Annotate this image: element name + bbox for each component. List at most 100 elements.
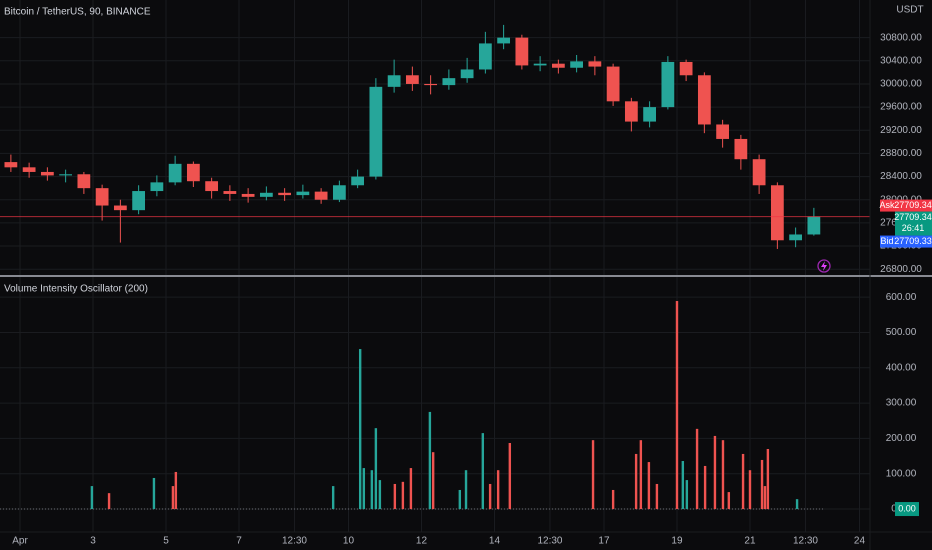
oscillator-bar: [681, 461, 685, 510]
y-tick-label: 400.00: [886, 362, 917, 373]
candle-body: [478, 43, 492, 70]
bid-tag: [880, 235, 932, 248]
candle-body: [460, 69, 474, 79]
x-tick-label: 12: [416, 536, 428, 547]
candle-body: [643, 107, 657, 122]
x-tick-label: 12:30: [282, 536, 307, 547]
y-tick-label: 26800.00: [880, 264, 922, 275]
last-price-tag: [895, 211, 932, 236]
oscillator-bar: [370, 470, 374, 510]
candle-body: [241, 193, 255, 197]
candle-body: [661, 61, 675, 108]
x-tick-label: 10: [343, 536, 355, 547]
oscillator-bar: [685, 480, 689, 510]
y-tick-label: 200.00: [886, 433, 917, 444]
y-tick-label: 500.00: [886, 327, 917, 338]
y-tick-label: 600.00: [886, 292, 917, 303]
oscillator-bar: [639, 440, 643, 510]
oscillator-bar: [107, 493, 111, 510]
labels: Bitcoin / TetherUS, 90, BINANCE USDT Vol…: [4, 5, 932, 547]
alert-icon[interactable]: [817, 259, 831, 273]
price-unit: USDT: [896, 5, 923, 16]
y-tick-label: 28400.00: [880, 171, 922, 182]
oscillator-bar: [331, 486, 335, 510]
y-tick-label: 100.00: [886, 468, 917, 479]
candle-body: [424, 83, 438, 86]
last-price: 27709.34: [894, 212, 932, 222]
candle-body: [515, 37, 529, 66]
alert-bolt[interactable]: [821, 261, 827, 271]
candle-body: [497, 37, 511, 44]
y-tick-label: 28800.00: [880, 148, 922, 159]
candle-body: [789, 234, 803, 241]
bid-label: Bid: [880, 236, 893, 246]
ask-price: 27709.34: [894, 200, 932, 210]
candle-body: [679, 61, 693, 76]
candle-body: [533, 63, 547, 66]
x-tick-label: 7: [236, 536, 242, 547]
oscillator-bar: [458, 489, 462, 510]
countdown: 26:41: [902, 223, 925, 233]
y-tick-label: 30000.00: [880, 79, 922, 90]
oscillator-bar: [428, 411, 432, 510]
marks: [0, 24, 870, 510]
candle-body: [77, 174, 91, 189]
candle-body: [387, 75, 401, 87]
oscillator-bar: [760, 459, 764, 510]
oscillator-bar: [358, 349, 362, 510]
oscillator-bar: [431, 452, 435, 510]
x-tick-label: 19: [671, 536, 683, 547]
candle-body: [734, 138, 748, 160]
candle-body: [296, 191, 310, 196]
oscillator-bar: [362, 468, 366, 510]
x-tick-label: 12:30: [537, 536, 562, 547]
oscillator-bar: [741, 453, 745, 510]
oscillator-bar: [748, 470, 752, 510]
oscillator-bar: [611, 489, 615, 510]
candle-body: [223, 191, 237, 194]
candle-body: [186, 163, 200, 182]
oscillator-bar: [727, 492, 731, 510]
oscillator-bar: [591, 440, 595, 510]
oscillator-bar: [655, 483, 659, 510]
oscillator-bar: [464, 470, 468, 510]
x-tick-label: 3: [90, 536, 96, 547]
candle-body: [278, 192, 292, 196]
oscillator-bar: [713, 435, 717, 510]
x-tick-label: 21: [744, 536, 756, 547]
oscillator-bar: [647, 462, 651, 510]
candle-body: [369, 86, 383, 177]
candle-body: [40, 171, 54, 176]
oscillator-bar: [703, 465, 707, 510]
candle-body: [259, 192, 273, 197]
candle-body: [205, 181, 219, 192]
oscillator-bar: [374, 428, 378, 510]
candle-body: [807, 216, 821, 235]
y-tick-label: 30800.00: [880, 32, 922, 43]
x-tick-label: 12:30: [793, 536, 818, 547]
bid-price: 27709.33: [894, 236, 932, 246]
y-tick-label: 29200.00: [880, 125, 922, 136]
oscillator-bar: [401, 481, 405, 510]
x-tick-label: 24: [854, 536, 866, 547]
candle-body: [95, 188, 109, 206]
y-tick-label: 30400.00: [880, 55, 922, 66]
y-tick-label: 300.00: [886, 398, 917, 409]
x-tick-label: 14: [489, 536, 501, 547]
oscillator-bar: [766, 449, 770, 510]
candle-body: [4, 162, 18, 168]
oscillator-bar: [763, 486, 767, 510]
candle-body: [442, 78, 456, 86]
x-tick-label: 5: [163, 536, 169, 547]
oscillator-bar: [174, 471, 178, 510]
candle-body: [132, 191, 146, 211]
candle-body: [624, 101, 638, 122]
oscillator-bar: [481, 433, 485, 510]
x-tick-label: 17: [598, 536, 610, 547]
candle-body: [351, 176, 365, 186]
alert-circle[interactable]: [817, 259, 831, 273]
candle-body: [314, 191, 328, 200]
